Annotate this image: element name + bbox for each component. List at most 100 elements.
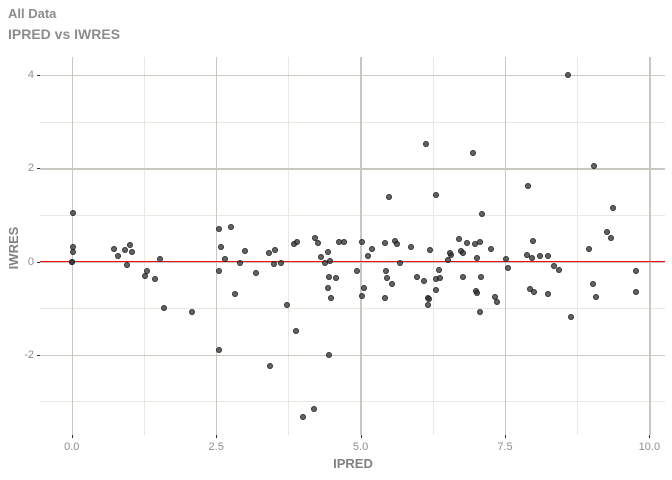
y-tick-label: 2 xyxy=(27,162,34,175)
chart-title: All Data xyxy=(8,6,57,21)
data-point xyxy=(311,235,318,242)
data-point xyxy=(426,246,433,253)
x-minor-gridline xyxy=(288,57,290,435)
data-point xyxy=(216,346,223,353)
data-point xyxy=(359,239,366,246)
data-point xyxy=(494,298,501,305)
y-major-gridline xyxy=(40,74,665,77)
data-point xyxy=(68,258,75,265)
data-point xyxy=(333,275,340,282)
data-point xyxy=(585,246,592,253)
data-point xyxy=(476,309,483,316)
data-point xyxy=(267,363,274,370)
data-point xyxy=(216,225,223,232)
data-point xyxy=(265,250,272,257)
y-axis-title: IWRES xyxy=(6,226,21,270)
data-point xyxy=(463,239,470,246)
data-point xyxy=(422,141,429,148)
data-point xyxy=(526,286,533,293)
data-point xyxy=(232,291,239,298)
y-minor-gridline xyxy=(40,308,665,310)
data-point xyxy=(236,260,243,266)
data-point xyxy=(530,289,537,296)
data-point xyxy=(114,253,121,260)
data-point xyxy=(604,229,611,236)
y-tick-mark xyxy=(37,354,40,356)
zero-reference-line xyxy=(40,260,665,263)
data-point xyxy=(523,252,530,259)
y-tick-mark xyxy=(37,168,40,170)
x-tick-mark xyxy=(649,435,651,438)
data-point xyxy=(122,246,129,253)
x-tick-label: 5.0 xyxy=(352,441,369,453)
x-tick-mark xyxy=(360,435,362,438)
data-point xyxy=(413,273,420,280)
data-point xyxy=(365,253,372,260)
data-point xyxy=(476,238,483,245)
data-point xyxy=(326,257,333,264)
data-point xyxy=(110,246,117,253)
data-point xyxy=(545,252,552,259)
data-point xyxy=(157,255,164,262)
x-tick-mark xyxy=(216,435,218,438)
data-point xyxy=(470,149,477,156)
data-point xyxy=(325,249,332,256)
data-point xyxy=(317,254,324,261)
x-tick-label: 10.0 xyxy=(638,441,661,453)
x-minor-gridline xyxy=(577,57,579,435)
data-point xyxy=(408,243,415,250)
y-tick-label: 0 xyxy=(27,255,34,268)
x-tick-mark xyxy=(71,435,73,438)
data-point xyxy=(217,244,224,251)
data-point xyxy=(474,290,481,297)
y-minor-gridline xyxy=(40,401,665,403)
chart-subtitle: IPRED vs IWRES xyxy=(8,26,121,42)
data-point xyxy=(382,240,389,247)
data-point xyxy=(341,238,348,245)
data-point xyxy=(127,241,134,248)
y-tick-label: -2 xyxy=(24,348,34,361)
data-point xyxy=(69,209,76,216)
data-point xyxy=(270,261,277,268)
data-point xyxy=(437,275,444,282)
data-point xyxy=(188,309,195,316)
data-point xyxy=(294,238,301,245)
data-point xyxy=(551,262,558,269)
data-point xyxy=(381,294,388,301)
plot-panel xyxy=(40,57,665,435)
x-axis-title: IPRED xyxy=(333,456,373,471)
data-point xyxy=(459,274,466,281)
data-point xyxy=(473,255,480,262)
data-point xyxy=(383,275,390,282)
data-point xyxy=(455,236,462,243)
data-point xyxy=(421,277,428,284)
y-minor-gridline xyxy=(40,215,665,216)
data-point xyxy=(530,237,537,244)
data-point xyxy=(315,240,322,247)
data-point xyxy=(632,289,639,296)
data-point xyxy=(555,267,562,273)
data-point xyxy=(300,414,307,421)
data-point xyxy=(590,280,597,287)
x-minor-gridline xyxy=(432,57,434,435)
x-major-gridline xyxy=(215,57,218,435)
data-point xyxy=(242,248,249,255)
data-point xyxy=(487,246,494,253)
data-point xyxy=(328,294,335,301)
x-minor-gridline xyxy=(143,57,145,435)
data-point xyxy=(383,267,389,274)
data-point xyxy=(505,265,512,272)
data-point xyxy=(607,234,614,241)
data-point xyxy=(545,290,552,297)
data-point xyxy=(426,296,433,303)
data-point xyxy=(446,250,453,257)
data-point xyxy=(277,259,284,266)
data-point xyxy=(435,267,442,273)
data-point xyxy=(160,305,167,312)
data-point xyxy=(477,273,484,280)
data-point xyxy=(444,256,451,263)
data-point xyxy=(593,294,600,301)
x-major-gridline xyxy=(360,57,362,435)
data-point xyxy=(529,255,536,262)
